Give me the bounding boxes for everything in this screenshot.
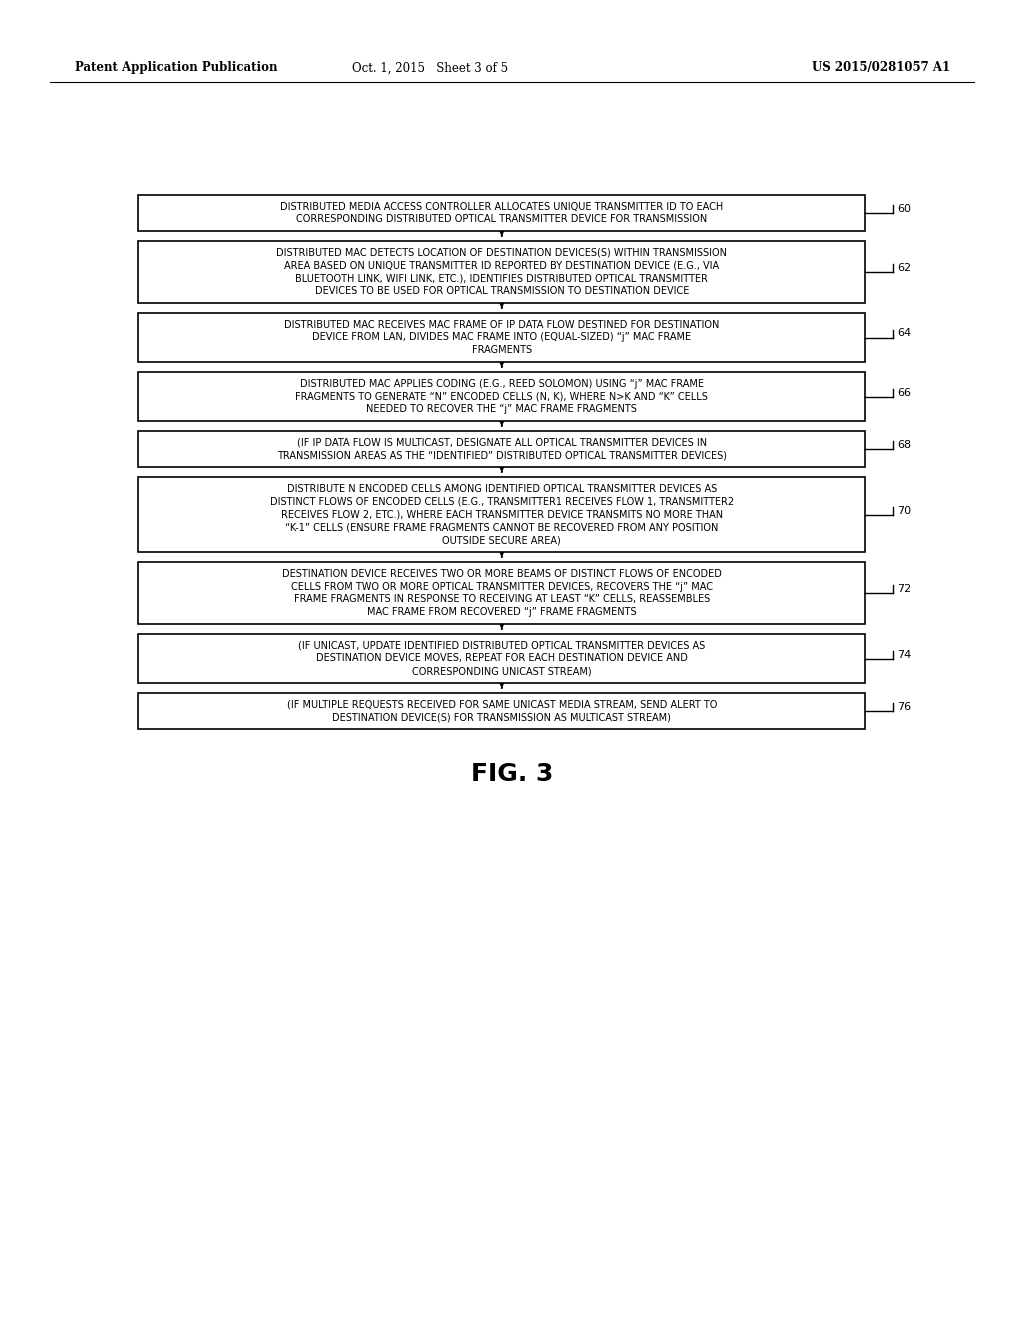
Text: US 2015/0281057 A1: US 2015/0281057 A1 bbox=[812, 62, 950, 74]
Text: 72: 72 bbox=[897, 583, 911, 594]
Text: FIG. 3: FIG. 3 bbox=[471, 762, 553, 785]
Text: 74: 74 bbox=[897, 649, 911, 660]
Text: DISTRIBUTE N ENCODED CELLS AMONG IDENTIFIED OPTICAL TRANSMITTER DEVICES AS
DISTI: DISTRIBUTE N ENCODED CELLS AMONG IDENTIF… bbox=[269, 484, 734, 545]
Bar bbox=[138, 562, 865, 624]
Text: 62: 62 bbox=[897, 263, 911, 273]
Text: Patent Application Publication: Patent Application Publication bbox=[75, 62, 278, 74]
Text: DESTINATION DEVICE RECEIVES TWO OR MORE BEAMS OF DISTINCT FLOWS OF ENCODED
CELLS: DESTINATION DEVICE RECEIVES TWO OR MORE … bbox=[282, 569, 722, 618]
Text: 76: 76 bbox=[897, 702, 911, 711]
Bar bbox=[138, 242, 865, 304]
Bar bbox=[138, 634, 865, 682]
Text: 68: 68 bbox=[897, 440, 911, 450]
Text: (IF IP DATA FLOW IS MULTICAST, DESIGNATE ALL OPTICAL TRANSMITTER DEVICES IN
TRAN: (IF IP DATA FLOW IS MULTICAST, DESIGNATE… bbox=[276, 438, 727, 461]
Text: 64: 64 bbox=[897, 329, 911, 338]
Text: (IF UNICAST, UPDATE IDENTIFIED DISTRIBUTED OPTICAL TRANSMITTER DEVICES AS
DESTIN: (IF UNICAST, UPDATE IDENTIFIED DISTRIBUT… bbox=[298, 640, 706, 676]
Text: 60: 60 bbox=[897, 205, 911, 214]
Bar bbox=[138, 693, 865, 729]
Bar bbox=[138, 372, 865, 421]
Text: 70: 70 bbox=[897, 506, 911, 516]
Text: (IF MULTIPLE REQUESTS RECEIVED FOR SAME UNICAST MEDIA STREAM, SEND ALERT TO
DEST: (IF MULTIPLE REQUESTS RECEIVED FOR SAME … bbox=[287, 700, 717, 722]
Bar bbox=[138, 313, 865, 362]
Text: DISTRIBUTED MAC DETECTS LOCATION OF DESTINATION DEVICES(S) WITHIN TRANSMISSION
A: DISTRIBUTED MAC DETECTS LOCATION OF DEST… bbox=[276, 248, 727, 296]
Text: Oct. 1, 2015   Sheet 3 of 5: Oct. 1, 2015 Sheet 3 of 5 bbox=[352, 62, 508, 74]
Text: DISTRIBUTED MAC APPLIES CODING (E.G., REED SOLOMON) USING “j” MAC FRAME
FRAGMENT: DISTRIBUTED MAC APPLIES CODING (E.G., RE… bbox=[295, 379, 709, 414]
Text: DISTRIBUTED MEDIA ACCESS CONTROLLER ALLOCATES UNIQUE TRANSMITTER ID TO EACH
CORR: DISTRIBUTED MEDIA ACCESS CONTROLLER ALLO… bbox=[281, 202, 723, 224]
Bar bbox=[138, 195, 865, 231]
Text: 66: 66 bbox=[897, 388, 911, 397]
Bar bbox=[138, 477, 865, 552]
Bar bbox=[138, 432, 865, 467]
Text: DISTRIBUTED MAC RECEIVES MAC FRAME OF IP DATA FLOW DESTINED FOR DESTINATION
DEVI: DISTRIBUTED MAC RECEIVES MAC FRAME OF IP… bbox=[284, 319, 720, 355]
